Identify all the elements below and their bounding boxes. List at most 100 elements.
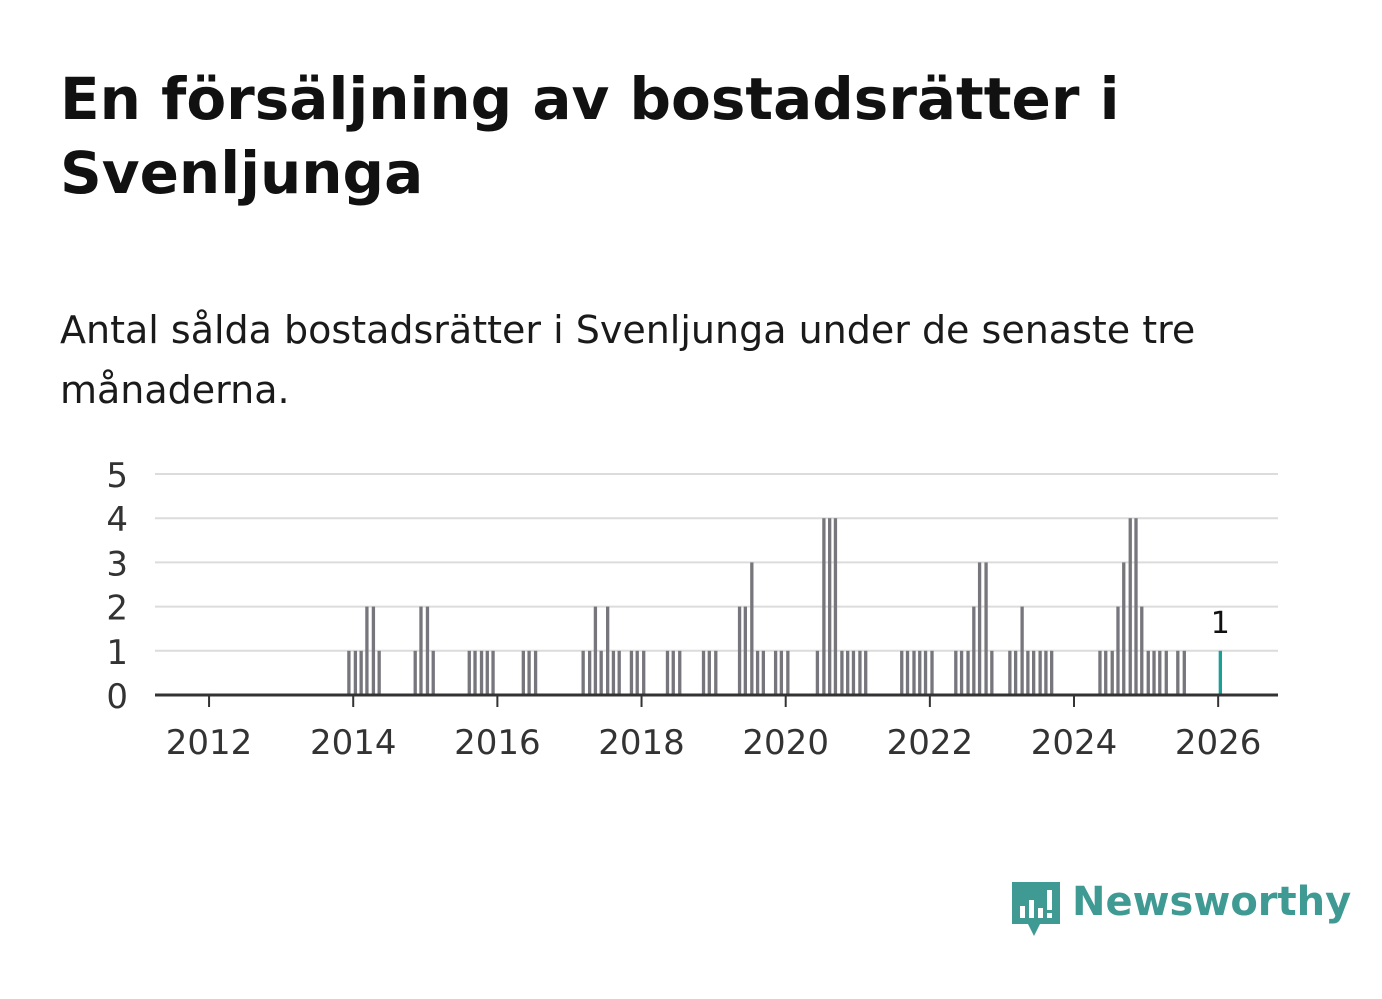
bar-0-61	[977, 562, 982, 695]
bar-0-78	[1134, 518, 1138, 695]
bar-0-47	[846, 650, 850, 695]
y-tick-label-1: 1	[106, 633, 128, 673]
bar-0-72	[1098, 650, 1102, 695]
bar-0-76	[1122, 562, 1126, 695]
bar-0-53	[912, 650, 916, 695]
bar-0-6	[413, 650, 417, 695]
bar-0-13	[485, 650, 489, 695]
x-tick-label-2022: 2022	[887, 723, 974, 763]
bar-0-17	[533, 650, 538, 695]
y-tick-label-2: 2	[106, 589, 128, 629]
y-tick-label-0: 0	[106, 677, 128, 717]
y-axis-ticks: 012 345	[106, 456, 128, 717]
bar-0-62	[984, 562, 988, 695]
bar-0-23	[611, 650, 616, 695]
bar-0-81	[1152, 650, 1156, 695]
bar-0-16	[527, 650, 531, 695]
data-label-0: 1	[1211, 606, 1230, 641]
bar-0-82	[1158, 650, 1162, 695]
bar-0-33	[714, 650, 718, 695]
bar-0-29	[671, 650, 675, 695]
bars	[347, 518, 1222, 695]
x-axis-ticks: 2012 2014 2016 2018 2020 2022 2024 2026	[166, 695, 1261, 763]
bar-0-38	[761, 650, 766, 695]
bar-0-43	[822, 518, 826, 695]
bar-0-50	[864, 650, 868, 695]
bar-0-22	[606, 606, 610, 695]
bar-0-58	[959, 650, 964, 695]
bar-0-5	[377, 650, 381, 695]
x-tick-label-2012: 2012	[166, 723, 253, 763]
bar-0-32	[707, 650, 711, 695]
bar-0-64	[1008, 650, 1012, 695]
bar-0-69	[1038, 650, 1042, 695]
bar-0-49	[858, 650, 862, 695]
bar-0-79	[1140, 606, 1144, 695]
bar-0-40	[779, 650, 784, 695]
bar-0-24	[617, 650, 621, 695]
bar-0-15	[521, 650, 525, 695]
newsworthy-logo-icon	[1012, 882, 1060, 936]
bar-0-54	[918, 650, 922, 695]
bar-0-63	[990, 650, 994, 695]
bar-0-51	[900, 650, 904, 695]
newsworthy-wordmark: Newsworthy	[1072, 879, 1352, 925]
bar-0-31	[701, 650, 706, 695]
x-tick-label-2018: 2018	[598, 723, 685, 763]
y-tick-label-5: 5	[106, 456, 128, 496]
bar-0-70	[1044, 650, 1048, 695]
bar-0-19	[587, 650, 592, 695]
bar-0-14	[491, 650, 495, 695]
bar-0-34	[737, 606, 742, 695]
bar-0-12	[479, 650, 484, 695]
bar-0-55	[923, 650, 928, 695]
bar-0-26	[635, 650, 639, 695]
bar-0-85	[1182, 650, 1186, 695]
bar-0-44	[828, 518, 832, 695]
x-tick-label-2016: 2016	[454, 723, 541, 763]
bar-0-0	[347, 650, 351, 695]
y-tick-label-4: 4	[106, 500, 128, 540]
bar-0-45	[833, 518, 838, 695]
newsworthy-logo: Newsworthy	[1010, 878, 1351, 940]
bar-0-57	[954, 650, 958, 695]
bar-0-10	[467, 650, 471, 695]
bar-0-35	[743, 606, 747, 695]
bar-0-60	[972, 606, 976, 695]
bar-0-80	[1146, 650, 1150, 695]
bar-0-67	[1026, 650, 1030, 695]
bar-0-83	[1164, 650, 1168, 695]
bar-0-65	[1013, 650, 1018, 695]
bar-0-52	[905, 650, 910, 695]
bar-0-41	[786, 650, 790, 695]
bar-0-68	[1032, 650, 1036, 695]
x-tick-label-2024: 2024	[1031, 723, 1118, 763]
bar-0-66	[1020, 606, 1024, 695]
bar-0-59	[966, 650, 970, 695]
annotations: 1	[1211, 606, 1230, 641]
bar-0-84	[1176, 650, 1180, 695]
chart-title: En försäljning av bostadsrätter i Svenlj…	[60, 65, 1120, 207]
bar-0-75	[1116, 606, 1120, 695]
y-tick-label-3: 3	[106, 544, 128, 584]
bar-0-2	[359, 650, 363, 695]
gridlines	[155, 473, 1278, 652]
bar-0-39	[773, 650, 778, 695]
bar-0-46	[840, 650, 844, 695]
bar-0-56	[930, 650, 934, 695]
bar-0-8	[425, 606, 430, 695]
bar-0-73	[1104, 650, 1108, 695]
bar-0-74	[1110, 650, 1114, 695]
bar-0-42	[815, 650, 820, 695]
highlight-bar-1-0	[1218, 650, 1222, 695]
bar-0-18	[581, 650, 585, 695]
bar-0-21	[599, 650, 603, 695]
bar-0-27	[642, 650, 646, 695]
bar-0-7	[419, 606, 423, 695]
bar-0-36	[750, 562, 754, 695]
bar-0-1	[353, 650, 358, 695]
bar-0-28	[665, 650, 670, 695]
bar-0-77	[1128, 518, 1132, 695]
bar-0-11	[473, 650, 477, 695]
